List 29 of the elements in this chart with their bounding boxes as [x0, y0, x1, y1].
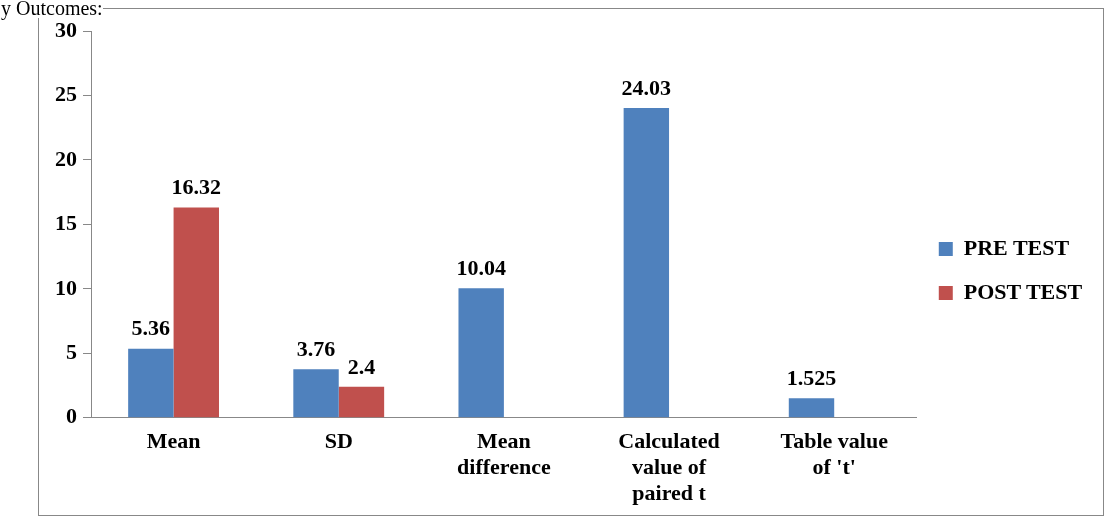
data-label: 10.04 [456, 255, 506, 281]
data-label: 24.03 [621, 74, 672, 100]
y-tick-label: 25 [55, 81, 77, 107]
data-label: 1.525 [786, 364, 837, 390]
y-tick-label: 5 [66, 339, 77, 365]
y-tick-label: 0 [66, 403, 77, 429]
x-tick-label: Table value of 't' [780, 427, 889, 480]
bar [338, 386, 385, 418]
data-label: 16.32 [171, 174, 222, 200]
data-label: 3.76 [296, 336, 336, 362]
bar [788, 398, 835, 418]
legend-label: PRE TEST [963, 234, 1070, 260]
y-tick-label: 30 [55, 16, 77, 42]
y-tick-label: 20 [55, 145, 77, 171]
bar [623, 107, 670, 418]
text: y Outcomes: [1, 0, 103, 19]
data-label: 2.4 [347, 353, 376, 379]
x-tick-label: Calculated value of paired t [618, 427, 720, 506]
bar [293, 369, 339, 418]
x-tick-label: SD [324, 427, 353, 453]
x-tick-label: Mean difference [457, 427, 551, 480]
legend-label: POST TEST [963, 278, 1083, 304]
data-label: 5.36 [131, 315, 171, 341]
y-tick-label: 10 [55, 274, 77, 300]
bar [458, 288, 504, 418]
bar [128, 348, 174, 418]
y-tick-label: 15 [55, 210, 77, 236]
bar [173, 207, 219, 418]
x-tick-label: Mean [146, 427, 201, 453]
